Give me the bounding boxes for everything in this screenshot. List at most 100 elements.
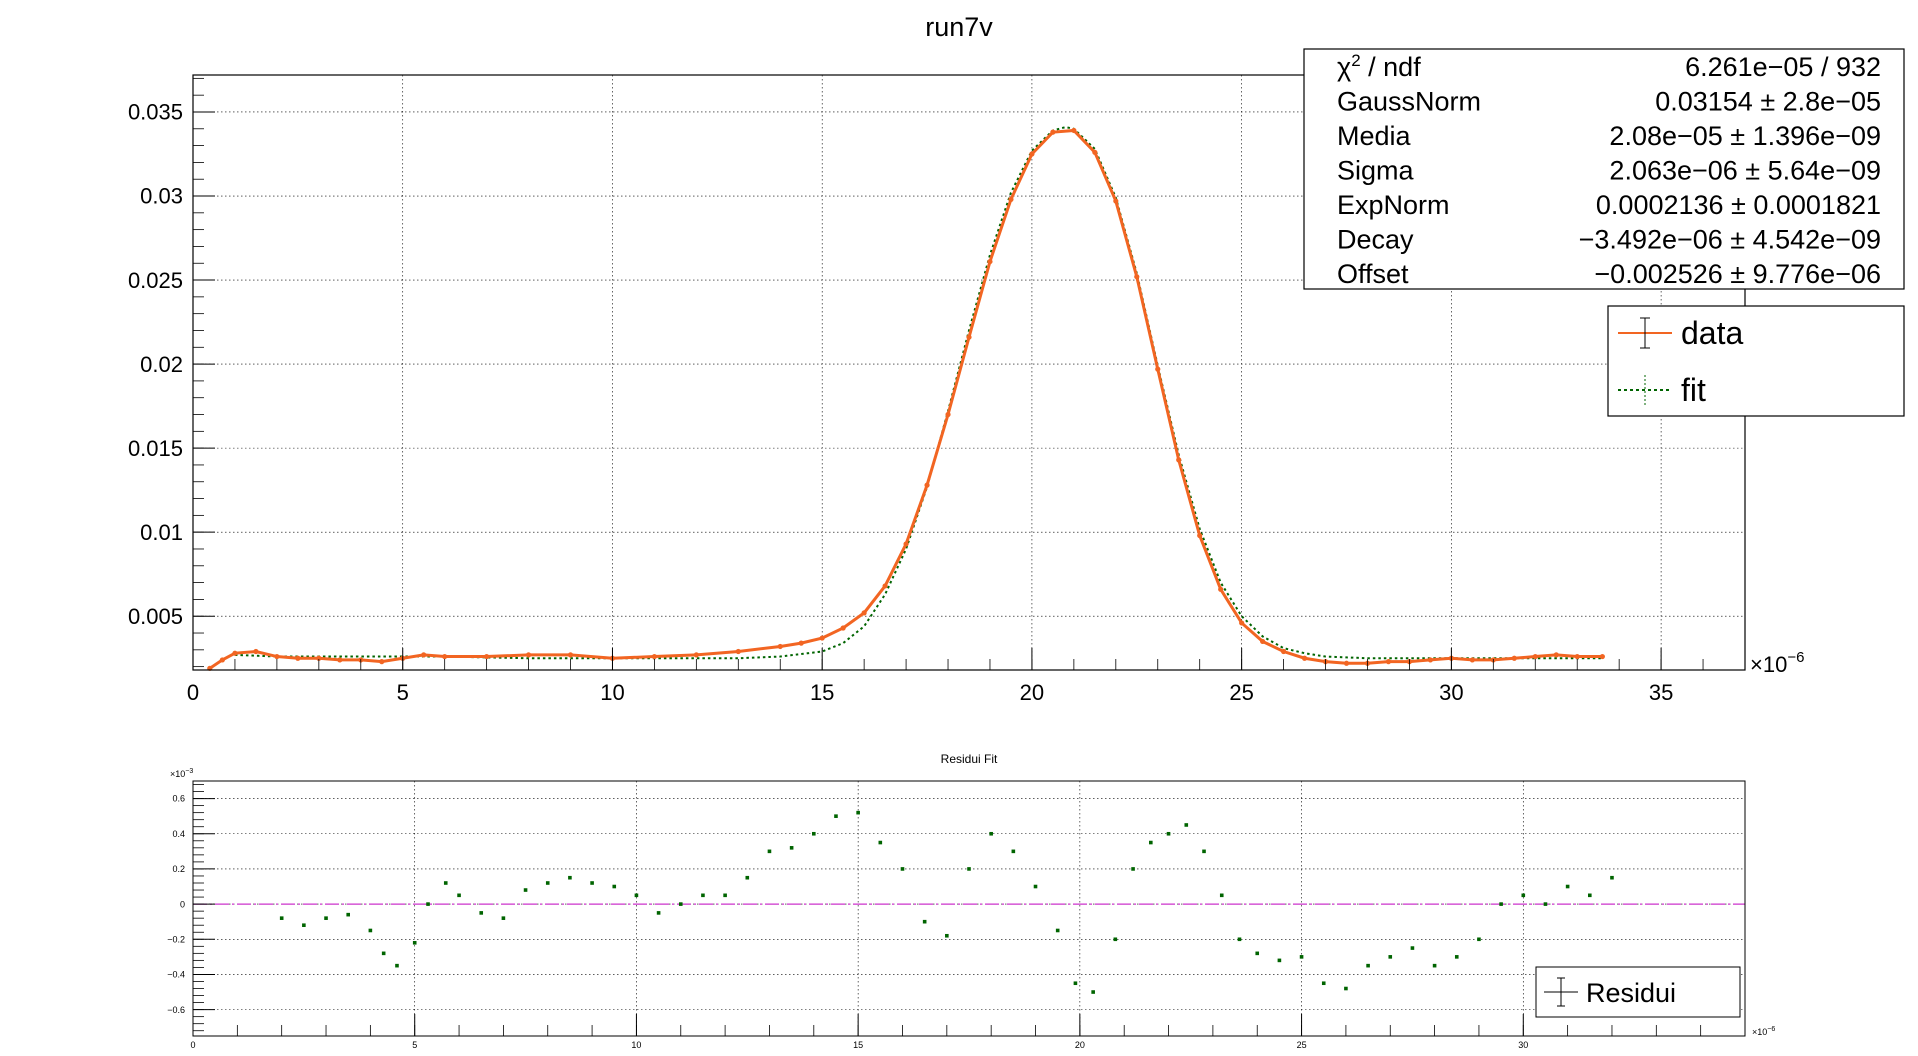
top-y-tick-label: 0.02 (140, 352, 183, 377)
stats-row-expnorm-value: 0.0002136 ± 0.0001821 (1596, 190, 1881, 220)
residual-legend: Residui (1535, 966, 1741, 1018)
legend-data-symbol (1618, 317, 1672, 349)
residual-point (523, 888, 528, 892)
residual-point (967, 867, 971, 871)
residual-point (324, 916, 328, 920)
top-legend: data fit (1607, 305, 1905, 417)
residual-point (878, 840, 883, 845)
residual-x-tick-label: 20 (1075, 1040, 1085, 1050)
residual-point (989, 831, 993, 836)
data-point (274, 653, 280, 660)
stats-row-decay-label: Decay (1337, 225, 1414, 255)
top-y-tick-label: 0.035 (128, 100, 183, 125)
residual-point (1388, 955, 1393, 959)
stats-row-offset-value: −0.002526 ± 9.776e−06 (1594, 259, 1881, 289)
residual-point (656, 911, 661, 915)
data-point (1029, 151, 1035, 157)
residual-y-tick-label: −0.6 (167, 1005, 185, 1015)
top-y-tick-label: 0.015 (128, 436, 183, 461)
data-point (903, 541, 909, 547)
data-point (484, 653, 490, 660)
residual-point (701, 893, 705, 898)
residual-y-tick-label: 0.2 (172, 864, 185, 874)
top-x-tick-label: 10 (600, 680, 624, 705)
residual-x-tick-label: 15 (853, 1040, 863, 1050)
data-point (693, 652, 699, 658)
legend-fit-symbol (1618, 375, 1672, 405)
data-point (735, 648, 741, 655)
residual-point (1344, 986, 1348, 991)
data-point (819, 635, 825, 641)
residual-point (723, 893, 727, 898)
residual-point (945, 933, 949, 938)
data-point (1280, 648, 1287, 655)
top-x-tick-label: 20 (1020, 680, 1044, 705)
data-point (1218, 586, 1224, 592)
residual-point (745, 875, 750, 880)
residual-point (1477, 937, 1481, 942)
data-point (924, 482, 930, 488)
data-point (379, 659, 385, 665)
residual-point (479, 911, 484, 915)
residual-point (900, 867, 905, 871)
legend-residui-symbol (1544, 977, 1578, 1007)
data-point (798, 640, 804, 646)
stats-row-ndf_row-label: χ2 / ndf (1337, 51, 1421, 82)
top-x-exponent-label: ×10−6 (1750, 649, 1804, 677)
data-point (1134, 274, 1140, 280)
residual-point (1454, 955, 1459, 959)
residual-point (1011, 849, 1016, 854)
data-point (219, 657, 225, 663)
data-point (232, 650, 238, 656)
top-x-tick-label: 30 (1439, 680, 1463, 705)
data-point (1511, 655, 1517, 661)
stats-row-offset-label: Offset (1337, 259, 1409, 289)
residual-point (1410, 946, 1415, 950)
data-point (337, 657, 343, 663)
data-point (567, 652, 574, 658)
residual-point (395, 963, 399, 968)
data-point (1385, 659, 1392, 665)
data-point (966, 334, 972, 340)
residual-point (1543, 902, 1548, 906)
data-point (1176, 457, 1182, 463)
residual-point (443, 881, 448, 885)
top-plot-axes: 0 5 10 15 20 25 30 35 0.005 0.01 0.015 0.02 0.025 0.0… (128, 77, 1746, 705)
residual-y-tick-label: −0.4 (167, 970, 185, 980)
data-point (1343, 660, 1350, 666)
residual-point (1237, 937, 1242, 942)
residual-x-tick-label: 10 (631, 1040, 641, 1050)
residual-point (767, 849, 772, 854)
residual-point (634, 893, 639, 898)
data-point (651, 653, 658, 660)
data-point (295, 655, 301, 661)
data-point (1553, 652, 1559, 658)
residual-point (1131, 867, 1135, 871)
residual-plot-grid (193, 781, 1745, 1036)
residual-point (1366, 963, 1370, 968)
data-point (882, 583, 888, 589)
residual-plot-frame (192, 780, 1746, 1037)
data-point (861, 610, 867, 616)
residual-point (279, 916, 284, 920)
residual-point (678, 902, 683, 906)
residual-point (789, 846, 794, 850)
residual-point (346, 912, 350, 917)
residual-point (412, 940, 417, 945)
residual-point (1166, 831, 1171, 836)
data-point (253, 648, 259, 655)
residual-point (1255, 951, 1260, 956)
data-point (1427, 657, 1434, 663)
data-point (1260, 638, 1266, 645)
residual-x-tick-label: 25 (1297, 1040, 1307, 1050)
residual-y-exponent-label: ×10−3 (170, 768, 193, 779)
residual-point (1432, 963, 1437, 968)
top-x-tick-label: 5 (397, 680, 409, 705)
residual-x-tick-label: 30 (1518, 1040, 1528, 1050)
data-point (421, 652, 427, 658)
residual-point (1610, 875, 1614, 880)
residual-point (1184, 823, 1189, 827)
data-point (1574, 653, 1580, 660)
residual-point (457, 893, 461, 898)
